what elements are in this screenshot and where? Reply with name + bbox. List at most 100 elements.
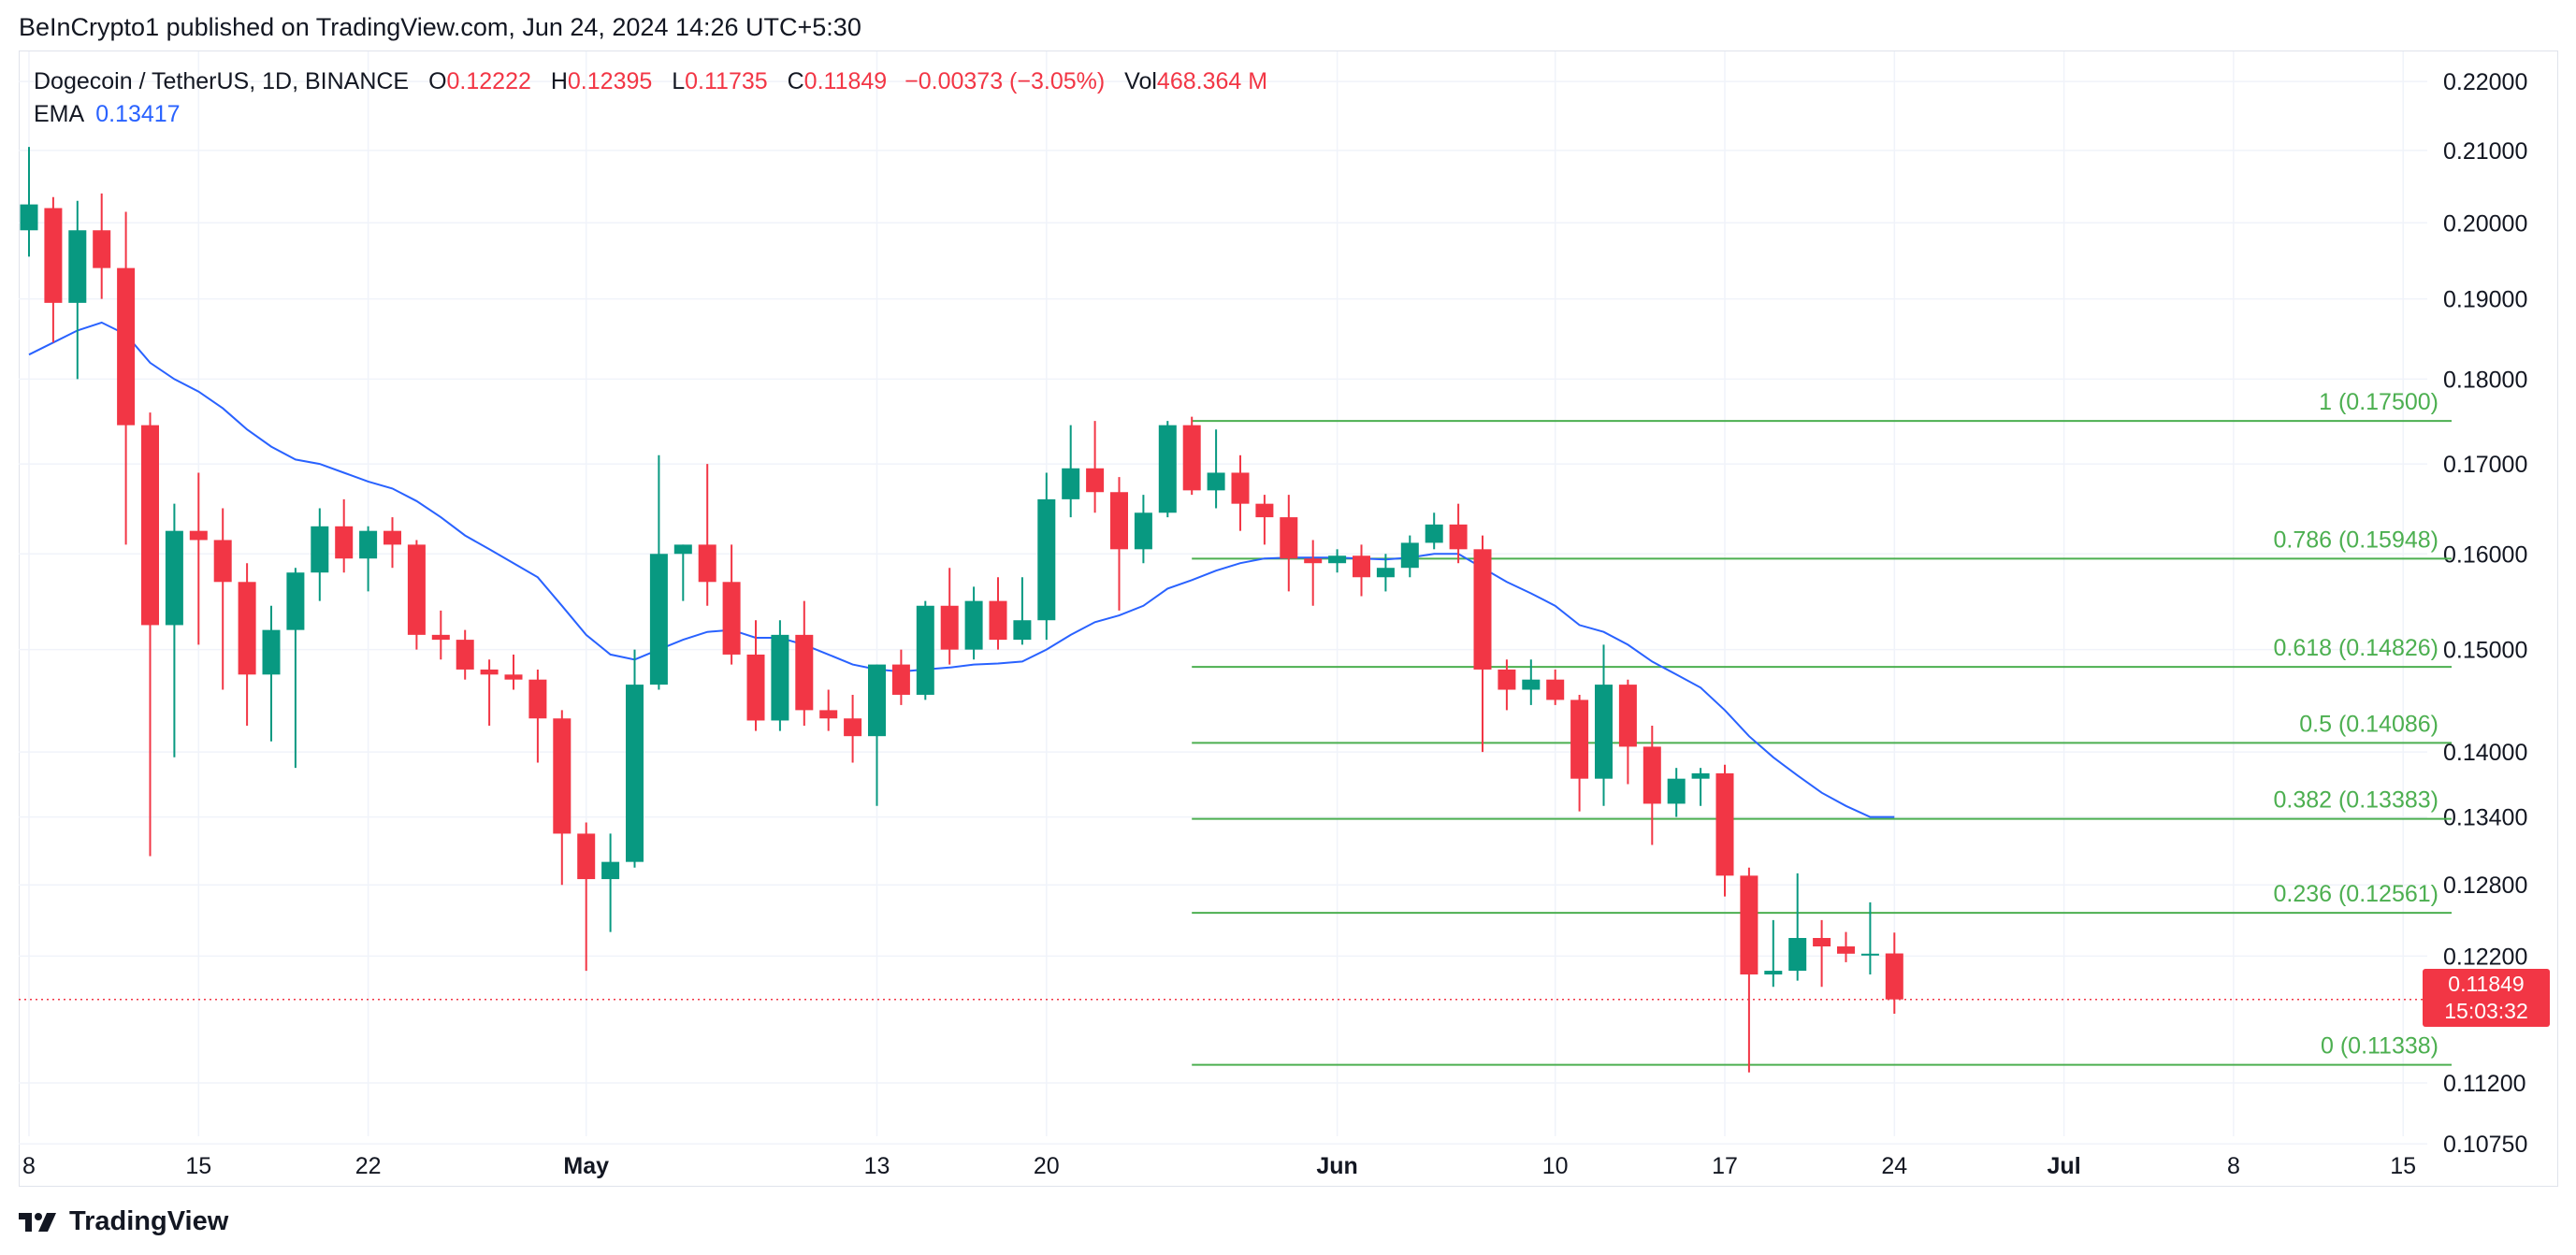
candle-body — [238, 582, 256, 675]
candle-body — [989, 600, 1007, 641]
symbol-title[interactable]: Dogecoin / TetherUS, 1D, BINANCE — [34, 68, 410, 94]
candle-body — [1013, 620, 1032, 641]
candle-body — [1037, 498, 1056, 621]
candle-body — [1158, 425, 1177, 513]
candle-body — [1134, 512, 1152, 550]
x-tick-label: 8 — [22, 1153, 36, 1179]
y-tick-label: 0.11200 — [2443, 1071, 2526, 1097]
candle-body — [68, 230, 87, 303]
x-tick-label: 15 — [185, 1153, 211, 1179]
ema-line — [28, 321, 1895, 818]
candle-body — [1691, 772, 1710, 779]
open-value: 0.12222 — [446, 68, 531, 94]
fib-level-label: 0.618 (0.14826) — [2273, 635, 2439, 661]
countdown-timer: 15:03:32 — [2444, 999, 2528, 1023]
candle-body — [1715, 772, 1734, 876]
candle-body — [746, 654, 765, 721]
candle-body — [1086, 468, 1105, 493]
x-tick-label: May — [563, 1153, 609, 1179]
x-tick-label: 15 — [2390, 1153, 2416, 1179]
fib-level-label: 0 (0.11338) — [2321, 1033, 2439, 1060]
y-tick-label: 0.22000 — [2443, 69, 2527, 95]
candle-body — [1449, 524, 1468, 550]
fib-level-label: 1 (0.17500) — [2319, 389, 2439, 415]
candle-body — [771, 634, 789, 721]
candle-body — [1207, 472, 1225, 491]
candle-body — [20, 204, 38, 231]
candle-body — [384, 530, 401, 545]
x-tick-label: Jun — [1316, 1153, 1357, 1179]
legend-row-ohlc: Dogecoin / TetherUS, 1D, BINANCE O0.1222… — [34, 65, 1267, 98]
candle-body — [1570, 700, 1589, 779]
last-price-value: 0.11849 — [2448, 972, 2525, 996]
candle-body — [1546, 679, 1565, 700]
candle-body — [359, 530, 378, 559]
fib-level-label: 0.786 (0.15948) — [2273, 527, 2439, 553]
candle-body — [601, 861, 620, 880]
candle-body — [1643, 746, 1661, 804]
volume-value: 468.364 M — [1156, 68, 1268, 94]
high-value: 0.12395 — [567, 68, 653, 94]
y-tick-label: 0.21000 — [2443, 138, 2527, 165]
candle-body — [407, 544, 426, 635]
volume-label: Vol — [1124, 68, 1157, 94]
last-price-badge: 0.11849 15:03:32 — [2423, 969, 2550, 1027]
candle-body — [1353, 555, 1370, 578]
candle-body — [456, 640, 474, 670]
candle-body — [1473, 549, 1492, 670]
ema-value: 0.13417 — [95, 101, 181, 127]
x-tick-label: 22 — [355, 1153, 382, 1179]
close-value: 0.11849 — [803, 68, 888, 94]
candle-body — [1255, 503, 1274, 518]
candle-body — [1110, 492, 1128, 550]
tradingview-branding[interactable]: TradingView — [19, 1206, 228, 1237]
y-tick-label: 0.13400 — [2443, 805, 2527, 831]
y-tick-label: 0.15000 — [2443, 638, 2527, 664]
candle-body — [1376, 568, 1395, 578]
candle-body — [141, 425, 159, 626]
candle-body — [213, 540, 232, 583]
candle-body — [504, 674, 523, 680]
candle-body — [868, 664, 886, 737]
candle-body — [1837, 946, 1855, 954]
candle-body — [673, 544, 692, 555]
candle-body — [1400, 542, 1419, 569]
candle-body — [649, 554, 668, 685]
fib-level-label: 0.382 (0.13383) — [2273, 787, 2439, 814]
candle-body — [553, 718, 572, 834]
y-tick-label: 0.10750 — [2443, 1132, 2527, 1158]
candle-body — [577, 833, 596, 880]
candle-body — [891, 664, 910, 695]
low-label: L — [672, 68, 686, 94]
candle-body — [1764, 971, 1783, 975]
candle-body — [1618, 685, 1637, 747]
low-value: 0.11735 — [685, 68, 768, 94]
y-tick-label: 0.19000 — [2443, 287, 2527, 313]
candle-body — [1860, 953, 1879, 956]
candle-body — [626, 685, 644, 862]
candle-body — [722, 582, 741, 655]
candle-body — [528, 679, 547, 719]
legend-row-ema: EMA 0.13417 — [34, 98, 1267, 131]
x-tick-label: 8 — [2227, 1153, 2240, 1179]
candle-body — [795, 634, 814, 711]
fib-level-label: 0.5 (0.14086) — [2299, 711, 2439, 737]
open-label: O — [428, 68, 447, 94]
chart-frame — [19, 50, 2558, 1187]
candle-body — [44, 208, 63, 303]
candle-body — [1328, 555, 1347, 564]
candle-body — [940, 605, 959, 650]
candle-body — [1231, 472, 1250, 504]
x-tick-label: 10 — [1542, 1153, 1569, 1179]
tradingview-wordmark: TradingView — [69, 1206, 229, 1236]
chart-legend: Dogecoin / TetherUS, 1D, BINANCE O0.1222… — [34, 65, 1267, 131]
close-label: C — [787, 68, 804, 94]
candle-body — [93, 230, 111, 268]
candle-body — [1062, 468, 1080, 499]
candle-body — [1280, 517, 1298, 559]
candle-body — [431, 634, 450, 641]
x-tick-label: 17 — [1712, 1153, 1738, 1179]
ema-label[interactable]: EMA — [34, 101, 85, 127]
candle-body — [698, 544, 716, 583]
